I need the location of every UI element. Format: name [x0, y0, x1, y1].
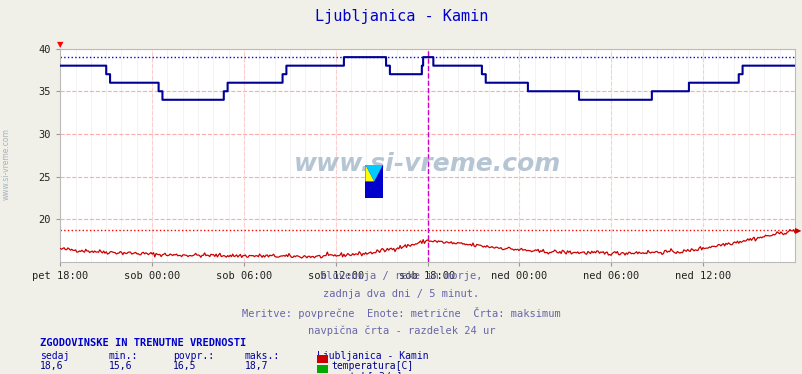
Polygon shape — [365, 165, 383, 198]
Text: zadnja dva dni / 5 minut.: zadnja dva dni / 5 minut. — [323, 289, 479, 299]
Text: www.si-vreme.com: www.si-vreme.com — [294, 152, 561, 176]
Text: temperatura[C]: temperatura[C] — [331, 361, 413, 371]
Text: povpr.:: povpr.: — [172, 351, 213, 361]
Text: 15,6: 15,6 — [108, 361, 132, 371]
Text: -nan: -nan — [245, 372, 268, 374]
Text: ZGODOVINSKE IN TRENUTNE VREDNOSTI: ZGODOVINSKE IN TRENUTNE VREDNOSTI — [40, 338, 246, 349]
Text: 18,7: 18,7 — [245, 361, 268, 371]
Text: 18,6: 18,6 — [40, 361, 63, 371]
Text: Ljubljanica - Kamin: Ljubljanica - Kamin — [314, 9, 488, 24]
Text: min.:: min.: — [108, 351, 138, 361]
Polygon shape — [365, 165, 374, 181]
Text: pretok[m3/s]: pretok[m3/s] — [331, 372, 402, 374]
Text: -nan: -nan — [172, 372, 196, 374]
Text: 16,5: 16,5 — [172, 361, 196, 371]
Text: ▼: ▼ — [57, 40, 63, 49]
Text: Slovenija / reke in morje,: Slovenija / reke in morje, — [320, 271, 482, 281]
Text: Meritve: povprečne  Enote: metrične  Črta: maksimum: Meritve: povprečne Enote: metrične Črta:… — [242, 307, 560, 319]
Text: ▶: ▶ — [794, 226, 800, 235]
Text: sedaj: sedaj — [40, 351, 70, 361]
Text: maks.:: maks.: — [245, 351, 280, 361]
Text: -nan: -nan — [108, 372, 132, 374]
Text: -nan: -nan — [40, 372, 63, 374]
Text: www.si-vreme.com: www.si-vreme.com — [2, 129, 11, 200]
Polygon shape — [365, 165, 383, 181]
Text: Ljubljanica - Kamin: Ljubljanica - Kamin — [317, 351, 428, 361]
Text: navpična črta - razdelek 24 ur: navpična črta - razdelek 24 ur — [307, 325, 495, 335]
